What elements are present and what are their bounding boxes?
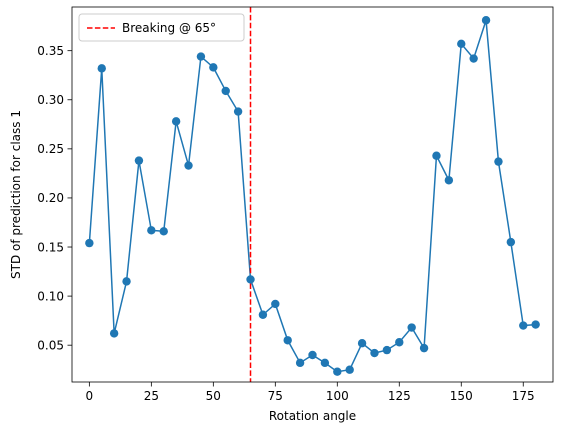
data-point xyxy=(481,16,491,25)
data-point xyxy=(271,299,280,309)
y-tick-label: 0.30 xyxy=(37,93,64,107)
data-point xyxy=(233,107,243,116)
data-point xyxy=(246,275,255,284)
x-tick-label: 25 xyxy=(144,389,159,403)
data-point xyxy=(258,310,268,319)
data-point xyxy=(295,358,305,368)
data-point xyxy=(171,117,181,126)
x-tick-label: 150 xyxy=(450,389,473,403)
data-point xyxy=(395,338,404,347)
series-line xyxy=(88,20,536,373)
x-axis-label: Rotation angle xyxy=(269,409,356,423)
axes-frame xyxy=(71,6,554,383)
data-point xyxy=(531,320,540,329)
data-point xyxy=(196,52,206,61)
data-point xyxy=(506,237,516,247)
data-point xyxy=(444,176,454,185)
data-point xyxy=(109,329,119,338)
data-point xyxy=(159,227,168,236)
data-point xyxy=(134,156,144,165)
data-point xyxy=(221,86,230,96)
data-point xyxy=(320,358,330,368)
legend-label-breaking: Breaking @ 65° xyxy=(122,21,216,35)
data-point xyxy=(209,63,218,72)
data-point xyxy=(357,339,367,348)
data-point xyxy=(494,157,503,166)
data-point xyxy=(147,226,156,235)
y-axis-ticks: 0.05 0.10 0.15 0.20 0.25 0.30 0.35 xyxy=(37,44,72,352)
data-point xyxy=(122,277,131,286)
x-tick-label: 175 xyxy=(512,389,535,403)
data-point xyxy=(457,39,466,49)
x-tick-label: 50 xyxy=(206,389,221,403)
y-tick-label: 0.15 xyxy=(37,240,64,254)
y-tick-label: 0.05 xyxy=(37,338,64,352)
x-tick-label: 0 xyxy=(86,389,94,403)
x-axis-ticks: 0 25 50 75 100 125 150 175 xyxy=(86,382,535,403)
plot-area xyxy=(71,6,554,383)
data-point xyxy=(184,161,193,170)
x-tick-label: 125 xyxy=(388,389,411,403)
y-tick-label: 0.35 xyxy=(37,44,64,58)
data-point xyxy=(283,336,292,345)
data-point xyxy=(333,367,342,376)
data-point xyxy=(519,321,528,330)
data-point xyxy=(419,343,429,353)
legend: Breaking @ 65° xyxy=(78,13,245,42)
data-point xyxy=(469,54,478,63)
data-point xyxy=(308,350,317,360)
data-point xyxy=(382,345,392,355)
data-point xyxy=(97,64,106,73)
data-point xyxy=(407,323,416,332)
legend-box xyxy=(78,13,245,42)
data-point xyxy=(85,238,94,248)
y-axis-label: STD of prediction for class 1 xyxy=(9,110,23,279)
data-point xyxy=(370,348,379,358)
data-point xyxy=(432,151,441,160)
x-tick-label: 100 xyxy=(326,389,349,403)
y-tick-label: 0.20 xyxy=(37,191,64,205)
y-tick-label: 0.25 xyxy=(37,142,64,156)
x-tick-label: 75 xyxy=(268,389,283,403)
y-tick-label: 0.10 xyxy=(37,289,64,303)
data-point xyxy=(345,365,354,374)
